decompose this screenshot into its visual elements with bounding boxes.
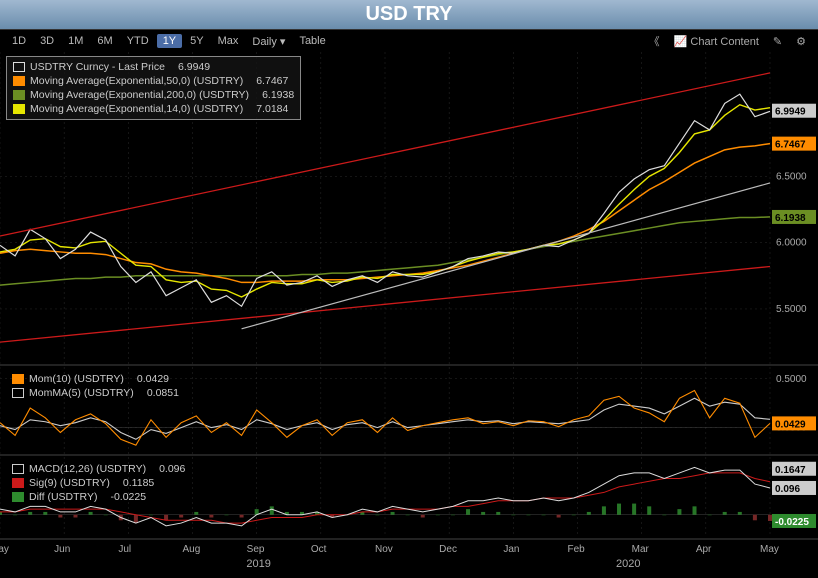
- svg-text:May: May: [0, 544, 9, 555]
- svg-text:0.096: 0.096: [775, 484, 800, 495]
- legend-main: USDTRY Curncy - Last Price6.9949Moving A…: [6, 56, 301, 120]
- svg-text:0.0429: 0.0429: [775, 419, 806, 430]
- range-3d[interactable]: 3D: [34, 34, 60, 48]
- toolbar: 1D 3D 1M 6M YTD 1Y 5Y Max Daily ▾ Table …: [0, 30, 818, 52]
- legend-momentum: Mom(10) (USDTRY)0.0429MomMA(5) (USDTRY)0…: [6, 369, 185, 403]
- svg-text:Nov: Nov: [375, 544, 393, 555]
- settings-icon[interactable]: ⚙: [790, 35, 812, 48]
- svg-text:2019: 2019: [246, 558, 270, 570]
- chart-area[interactable]: May Jun Jul Aug Sep Oct Nov Dec Jan Feb Mar Apr May 2…: [0, 52, 818, 578]
- page-title: USD TRY: [0, 0, 818, 30]
- range-max[interactable]: Max: [212, 34, 245, 48]
- svg-text:-0.0225: -0.0225: [775, 517, 809, 528]
- svg-text:6.7467: 6.7467: [775, 140, 806, 151]
- range-1y[interactable]: 1Y: [157, 34, 182, 48]
- svg-text:Sep: Sep: [247, 544, 265, 555]
- freq-daily[interactable]: Daily ▾: [246, 34, 291, 49]
- svg-text:Oct: Oct: [311, 544, 327, 555]
- range-5y[interactable]: 5Y: [184, 34, 209, 48]
- svg-text:Mar: Mar: [632, 544, 650, 555]
- svg-text:Aug: Aug: [183, 544, 201, 555]
- range-1m[interactable]: 1M: [62, 34, 89, 48]
- svg-text:0.5000: 0.5000: [776, 374, 807, 385]
- range-6m[interactable]: 6M: [91, 34, 118, 48]
- svg-text:2020: 2020: [616, 558, 640, 570]
- svg-text:6.0000: 6.0000: [776, 238, 807, 249]
- chart-content-button[interactable]: 📈 Chart Content: [668, 35, 765, 48]
- svg-text:Apr: Apr: [696, 544, 712, 555]
- svg-text:6.5000: 6.5000: [776, 171, 807, 182]
- svg-text:Jun: Jun: [54, 544, 70, 555]
- svg-text:Feb: Feb: [568, 544, 586, 555]
- svg-text:May: May: [760, 544, 779, 555]
- prev-icon[interactable]: 《: [643, 33, 666, 49]
- view-table[interactable]: Table: [293, 34, 331, 48]
- edit-icon[interactable]: ✎: [767, 35, 788, 48]
- svg-text:Jul: Jul: [118, 544, 131, 555]
- svg-text:Jan: Jan: [503, 544, 519, 555]
- range-ytd[interactable]: YTD: [121, 34, 155, 48]
- range-1d[interactable]: 1D: [6, 34, 32, 48]
- svg-text:5.5000: 5.5000: [776, 304, 807, 315]
- svg-text:6.1938: 6.1938: [775, 213, 806, 224]
- legend-macd: MACD(12,26) (USDTRY)0.096Sig(9) (USDTRY)…: [6, 459, 191, 507]
- svg-text:Dec: Dec: [439, 544, 457, 555]
- svg-text:6.9949: 6.9949: [775, 107, 806, 118]
- svg-text:0.1647: 0.1647: [775, 465, 806, 476]
